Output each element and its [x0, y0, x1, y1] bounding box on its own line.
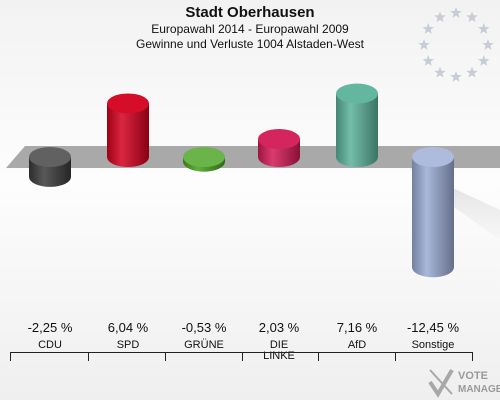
chart-subtitle-elections: Europawahl 2014 - Europawahl 2009 [151, 22, 349, 36]
eu-star [450, 7, 462, 18]
category-label: CDU [38, 339, 62, 351]
eu-star [418, 39, 430, 50]
vote-manager-check-icon [428, 368, 454, 398]
value-label: -2,25 % [27, 320, 73, 335]
vote-manager-logo: VOTE MANAGER [428, 366, 500, 400]
chart-title: Stadt Oberhausen [185, 4, 315, 21]
eu-star [482, 39, 494, 50]
x-axis-tick [165, 352, 166, 361]
eu-star [422, 55, 434, 66]
value-label: -12,45 % [406, 320, 460, 335]
bar-sonstige [412, 147, 454, 278]
x-axis-tick [10, 352, 11, 361]
x-axis-tick [472, 352, 473, 361]
eu-star [422, 23, 434, 34]
value-label: -0,53 % [181, 320, 227, 335]
bar-afd [336, 83, 378, 167]
x-axis-tick [242, 352, 243, 361]
x-axis-tick [88, 352, 89, 361]
x-axis-tick [395, 352, 396, 361]
eu-star [434, 66, 446, 78]
eu-star [450, 71, 462, 82]
bar-die-linke [258, 129, 300, 167]
category-label: AfD [347, 339, 367, 351]
logo-text-vote: VOTE [458, 370, 488, 382]
logo-text-manager: MANAGER [458, 384, 500, 395]
category-label: DIE LINKE [263, 339, 295, 362]
eu-star [466, 66, 478, 78]
title-block: Stadt Oberhausen Europawahl 2014 - Europ… [0, 4, 500, 52]
x-axis [10, 352, 472, 353]
x-axis-tick [318, 352, 319, 361]
bar-grüne [183, 147, 225, 172]
category-label: Sonstige [411, 339, 455, 351]
bar-cdu [29, 147, 71, 187]
bar-spd [107, 93, 149, 167]
category-label: GRÜNE [184, 339, 224, 351]
chart-subtitle-district: Gewinne und Verluste 1004 Alstaden-West [136, 37, 364, 51]
value-label: 6,04 % [107, 320, 149, 335]
eu-star [478, 23, 490, 34]
eu-flag-stars-icon [418, 7, 494, 82]
eu-star [478, 55, 490, 66]
value-label: 2,03 % [258, 320, 300, 335]
eu-star [434, 11, 446, 23]
eu-star [466, 11, 478, 23]
category-label: SPD [116, 339, 140, 351]
value-label: 7,16 % [336, 320, 378, 335]
